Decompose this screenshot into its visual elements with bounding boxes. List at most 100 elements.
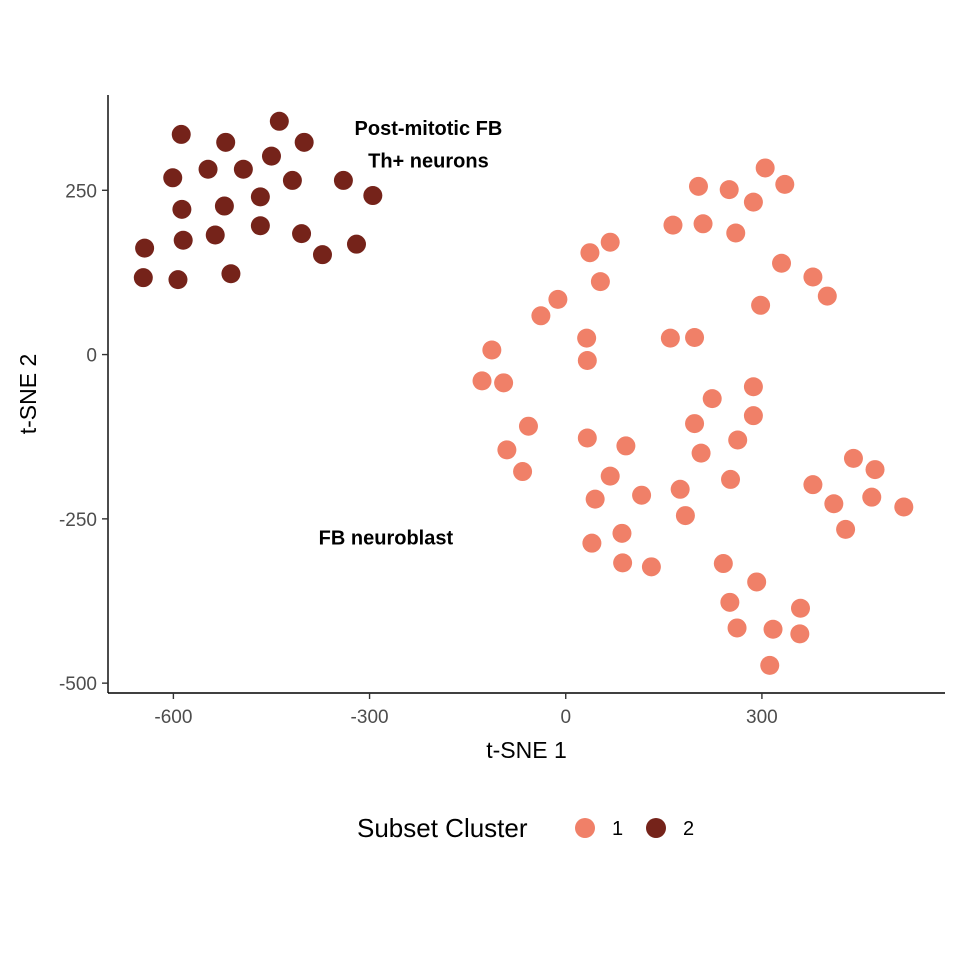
scatter-point-cluster-1: [531, 306, 551, 326]
y-tick-label: 250: [65, 181, 97, 202]
scatter-point-cluster-1: [590, 272, 610, 292]
scatter-point-cluster-2: [198, 159, 218, 179]
series-2: [133, 111, 383, 290]
scatter-point-cluster-1: [790, 598, 810, 618]
scatter-point-cluster-1: [772, 253, 792, 273]
scatter-point-cluster-1: [613, 553, 633, 573]
scatter-point-cluster-2: [214, 196, 234, 216]
scatter-point-cluster-1: [548, 289, 568, 309]
scatter-point-cluster-1: [751, 295, 771, 315]
annotation-post-mitotic-fb: Post-mitotic FB: [355, 118, 503, 140]
scatter-point-cluster-1: [513, 462, 533, 482]
scatter-point-cluster-1: [728, 430, 748, 450]
scatter-point-cluster-2: [346, 234, 366, 254]
annotation-th-neurons: Th+ neurons: [368, 151, 489, 173]
scatter-point-cluster-1: [803, 267, 823, 287]
y-tick-label: 0: [86, 346, 97, 367]
legend-title: Subset Cluster: [357, 813, 528, 843]
scatter-point-cluster-2: [133, 268, 153, 288]
scatter-point-cluster-1: [582, 533, 602, 553]
scatter-point-cluster-2: [294, 132, 314, 152]
scatter-point-cluster-1: [843, 448, 863, 468]
y-axis-ticks: -500 -250 0 250: [59, 181, 108, 695]
scatter-point-cluster-2: [168, 270, 188, 290]
scatter-point-cluster-1: [494, 373, 514, 393]
legend: Subset Cluster 1 2: [357, 813, 694, 843]
scatter-point-cluster-2: [333, 170, 353, 190]
scatter-point-cluster-2: [171, 124, 191, 144]
scatter-point-cluster-1: [685, 327, 705, 347]
x-tick-label: 0: [560, 707, 571, 728]
scatter-point-cluster-1: [585, 489, 605, 509]
scatter-point-cluster-1: [641, 557, 661, 577]
scatter-point-cluster-1: [612, 523, 632, 543]
scatter-point-cluster-1: [865, 460, 885, 480]
scatter-point-cluster-1: [600, 232, 620, 252]
scatter-point-cluster-2: [269, 111, 289, 131]
series-1: [472, 158, 914, 675]
scatter-point-cluster-1: [685, 414, 705, 434]
scatter-point-cluster-1: [670, 479, 690, 499]
scatter-point-cluster-1: [691, 443, 711, 463]
scatter-point-cluster-1: [482, 340, 502, 360]
scatter-point-cluster-1: [817, 286, 837, 306]
scatter-point-cluster-2: [312, 245, 332, 265]
scatter-point-cluster-1: [743, 406, 763, 426]
x-axis-title: t-SNE 1: [486, 737, 567, 763]
scatter-point-cluster-2: [292, 224, 312, 244]
x-tick-label: -300: [351, 707, 389, 728]
scatter-point-cluster-1: [472, 371, 492, 391]
y-axis-title: t-SNE 2: [15, 354, 41, 435]
scatter-point-cluster-1: [747, 572, 767, 592]
scatter-point-cluster-2: [173, 230, 193, 250]
scatter-point-cluster-2: [221, 264, 241, 284]
scatter-point-cluster-1: [836, 519, 856, 539]
scatter-point-cluster-1: [726, 223, 746, 243]
scatter-point-cluster-2: [163, 168, 183, 188]
legend-label-1: 1: [612, 818, 623, 840]
scatter-point-cluster-1: [775, 174, 795, 194]
x-tick-label: 300: [746, 707, 778, 728]
scatter-point-cluster-2: [250, 216, 270, 236]
scatter-point-cluster-1: [632, 485, 652, 505]
scatter-point-cluster-1: [862, 487, 882, 507]
legend-label-2: 2: [683, 818, 694, 840]
x-tick-label: -600: [154, 707, 192, 728]
scatter-point-cluster-1: [675, 506, 695, 526]
x-axis-ticks: -600 -300 0 300: [154, 693, 778, 728]
scatter-point-cluster-1: [720, 592, 740, 612]
y-tick-label: -500: [59, 674, 97, 695]
scatter-point-cluster-1: [688, 176, 708, 196]
scatter-point-cluster-2: [205, 225, 225, 245]
scatter-point-cluster-1: [702, 389, 722, 409]
scatter-point-cluster-1: [803, 475, 823, 495]
scatter-point-cluster-1: [577, 350, 597, 370]
annotation-fb-neuroblast: FB neuroblast: [319, 527, 454, 549]
scatter-point-cluster-1: [824, 494, 844, 514]
annotations: Post-mitotic FB Th+ neurons FB neuroblas…: [319, 118, 503, 549]
scatter-point-cluster-1: [719, 180, 739, 200]
scatter-point-cluster-2: [250, 187, 270, 207]
scatter-point-cluster-1: [763, 619, 783, 639]
legend-key-2: [646, 818, 666, 838]
scatter-point-cluster-2: [363, 186, 383, 206]
scatter-point-cluster-2: [216, 132, 236, 152]
scatter-point-cluster-1: [790, 624, 810, 644]
scatter-point-cluster-2: [135, 238, 155, 258]
axes: -600 -300 0 300 -500 -250 0 250 t-SNE 1 t-SNE …: [15, 95, 945, 763]
scatter-point-cluster-1: [518, 416, 538, 436]
scatter-point-cluster-2: [261, 146, 281, 166]
legend-key-1: [575, 818, 595, 838]
scatter-point-cluster-1: [577, 328, 597, 348]
scatter-point-cluster-2: [172, 199, 192, 219]
scatter-point-cluster-1: [713, 554, 733, 574]
scatter-point-cluster-1: [894, 497, 914, 517]
y-tick-label: -250: [59, 510, 97, 531]
scatter-point-cluster-1: [743, 192, 763, 212]
scatter-point-cluster-1: [580, 243, 600, 263]
scatter-point-cluster-1: [760, 655, 780, 675]
scatter-point-cluster-1: [743, 377, 763, 397]
scatter-point-cluster-1: [600, 466, 620, 486]
scatter-point-cluster-1: [497, 440, 517, 460]
